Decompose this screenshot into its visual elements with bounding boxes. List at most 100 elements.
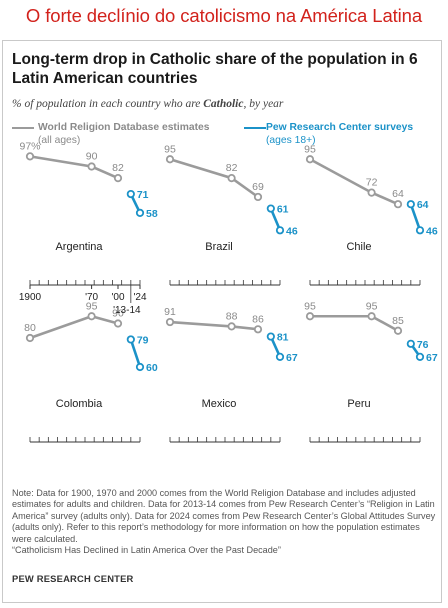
argentina-pew-label-1: 58 bbox=[146, 208, 158, 220]
chile-wrd-line bbox=[309, 158, 399, 206]
chile-wrd-point-1 bbox=[367, 188, 376, 197]
peru-pew-point-0 bbox=[406, 339, 415, 348]
source-credit: PEW RESEARCH CENTER bbox=[12, 573, 134, 584]
colombia-wrd-line bbox=[29, 314, 119, 340]
argentina-pew-point-1 bbox=[135, 208, 145, 217]
subtitle-bold: Catholic bbox=[203, 98, 244, 110]
colombia-wrd-label-0: 80 bbox=[24, 322, 36, 334]
note-text: Note: Data for 1900, 1970 and 2000 comes… bbox=[12, 488, 436, 544]
legend-gray-swatch bbox=[12, 127, 34, 129]
chile-pew-point-0 bbox=[406, 200, 415, 209]
x-tick-label-1: '70 bbox=[85, 292, 98, 303]
mexico-wrd-point-0 bbox=[165, 317, 175, 327]
mexico-wrd-line bbox=[169, 320, 259, 331]
mexico-wrd-label-2: 86 bbox=[252, 313, 264, 325]
colombia-pew-point-1 bbox=[135, 362, 145, 372]
peru-wrd-label-0: 95 bbox=[304, 300, 316, 312]
legend-wrd-label: World Religion Database estimates bbox=[38, 122, 210, 133]
mexico-country-name: Mexico bbox=[202, 398, 237, 410]
peru-wrd-label-1: 95 bbox=[366, 300, 378, 312]
chart-title: Long-term drop in Catholic share of the … bbox=[12, 51, 418, 87]
legend-blue-swatch bbox=[244, 127, 266, 129]
mexico-pew-label-1: 67 bbox=[286, 352, 298, 364]
legend-item-wrd: World Religion Database estimates (all a… bbox=[38, 121, 209, 147]
brazil-wrd-point-2 bbox=[253, 192, 263, 202]
brazil-pew-point-1 bbox=[275, 226, 285, 235]
chile-wrd-label-0: 95 bbox=[304, 143, 316, 155]
brazil-pew-point-0 bbox=[266, 204, 275, 213]
banner-title: O forte declínio do catolicismo na Améri… bbox=[25, 5, 423, 26]
argentina-wrd-label-0: 97% bbox=[19, 140, 40, 152]
colombia-pew-point-0 bbox=[126, 335, 135, 344]
peru-pew-point-1 bbox=[415, 352, 425, 361]
chile-pew-line bbox=[409, 203, 422, 231]
peru-pew-label-0: 76 bbox=[417, 339, 429, 351]
argentina-wrd-point-1 bbox=[87, 162, 96, 171]
chart-subtitle: % of population in each country who are … bbox=[12, 98, 283, 110]
colombia-country-name: Colombia bbox=[56, 398, 103, 410]
colombia-wrd-point-0 bbox=[25, 333, 35, 343]
chile-pew-label-0: 64 bbox=[417, 199, 429, 211]
brazil-country-name: Brazil bbox=[205, 241, 233, 253]
chart-note: Note: Data for 1900, 1970 and 2000 comes… bbox=[12, 488, 436, 556]
brazil-wrd-point-1 bbox=[227, 174, 236, 183]
mexico-wrd-label-1: 88 bbox=[226, 310, 238, 322]
colombia-wrd-label-2: 90 bbox=[112, 308, 124, 320]
peru-country-name: Peru bbox=[347, 398, 370, 410]
peru-wrd-label-2: 85 bbox=[392, 315, 404, 327]
x-tick-label-2: '00 bbox=[111, 292, 124, 303]
peru-pew-label-1: 67 bbox=[426, 352, 438, 364]
argentina-wrd-line bbox=[29, 155, 119, 180]
x-tick-label-2013-14: '13-14 bbox=[113, 305, 141, 316]
brazil-wrd-label-1: 82 bbox=[226, 162, 238, 174]
colombia-wrd-label-1: 95 bbox=[86, 300, 98, 312]
x-tick-label-3: '24 bbox=[133, 292, 146, 303]
colombia-wrd-point-2 bbox=[113, 319, 123, 328]
brazil-wrd-label-0: 95 bbox=[164, 143, 176, 155]
chile-wrd-point-0 bbox=[305, 155, 315, 164]
legend-pew-label: Pew Research Center surveys bbox=[266, 122, 414, 133]
subtitle-suffix: , by year bbox=[243, 98, 284, 110]
chile-wrd-point-2 bbox=[393, 200, 403, 209]
brazil-wrd-line bbox=[169, 158, 259, 199]
chile-pew-label-1: 46 bbox=[426, 225, 438, 237]
chart-card bbox=[2, 40, 442, 603]
peru-wrd-point-1 bbox=[367, 312, 376, 321]
argentina-wrd-label-2: 82 bbox=[112, 162, 124, 174]
legend-pew-sublabel: (ages 18+) bbox=[266, 135, 316, 146]
chile-wrd-label-1: 72 bbox=[366, 177, 378, 189]
mexico-pew-point-0 bbox=[266, 332, 275, 341]
argentina-pew-label-0: 71 bbox=[137, 189, 149, 201]
argentina-wrd-label-1: 90 bbox=[86, 151, 98, 163]
brazil-pew-label-0: 61 bbox=[277, 204, 289, 216]
chile-pew-point-1 bbox=[415, 226, 425, 235]
mexico-wrd-point-2 bbox=[253, 325, 263, 334]
argentina-wrd-point-0 bbox=[25, 152, 35, 161]
legend-wrd-sublabel: (all ages) bbox=[38, 135, 81, 146]
brazil-wrd-point-0 bbox=[165, 155, 175, 164]
chile-wrd-label-2: 64 bbox=[392, 188, 404, 200]
colombia-pew-line bbox=[129, 339, 142, 368]
peru-wrd-line bbox=[310, 314, 399, 332]
mexico-wrd-label-0: 91 bbox=[164, 306, 176, 318]
argentina-country-name: Argentina bbox=[55, 241, 103, 253]
subtitle-prefix: % of population in each country who are bbox=[12, 98, 204, 110]
mexico-wrd-point-1 bbox=[227, 322, 236, 331]
mexico-pew-label-0: 81 bbox=[277, 332, 289, 344]
peru-wrd-point-0 bbox=[305, 312, 315, 321]
brazil-wrd-label-2: 69 bbox=[252, 181, 264, 193]
chile-country-name: Chile bbox=[346, 241, 371, 253]
brazil-pew-label-1: 46 bbox=[286, 225, 298, 237]
banner: O forte declínio do catolicismo na Améri… bbox=[0, 0, 448, 40]
note-source: “Catholicism Has Declined in Latin Ameri… bbox=[12, 545, 281, 556]
colombia-pew-label-0: 79 bbox=[137, 334, 149, 346]
legend-item-pew: Pew Research Center surveys (ages 18+) bbox=[266, 121, 413, 147]
peru-wrd-point-2 bbox=[393, 326, 403, 335]
mexico-pew-point-1 bbox=[275, 352, 285, 361]
argentina-pew-point-0 bbox=[126, 189, 135, 199]
x-tick-label-0: 1900 bbox=[19, 292, 42, 303]
colombia-wrd-point-1 bbox=[87, 312, 96, 321]
argentina-wrd-point-2 bbox=[113, 174, 123, 183]
colombia-pew-label-1: 60 bbox=[146, 362, 158, 374]
